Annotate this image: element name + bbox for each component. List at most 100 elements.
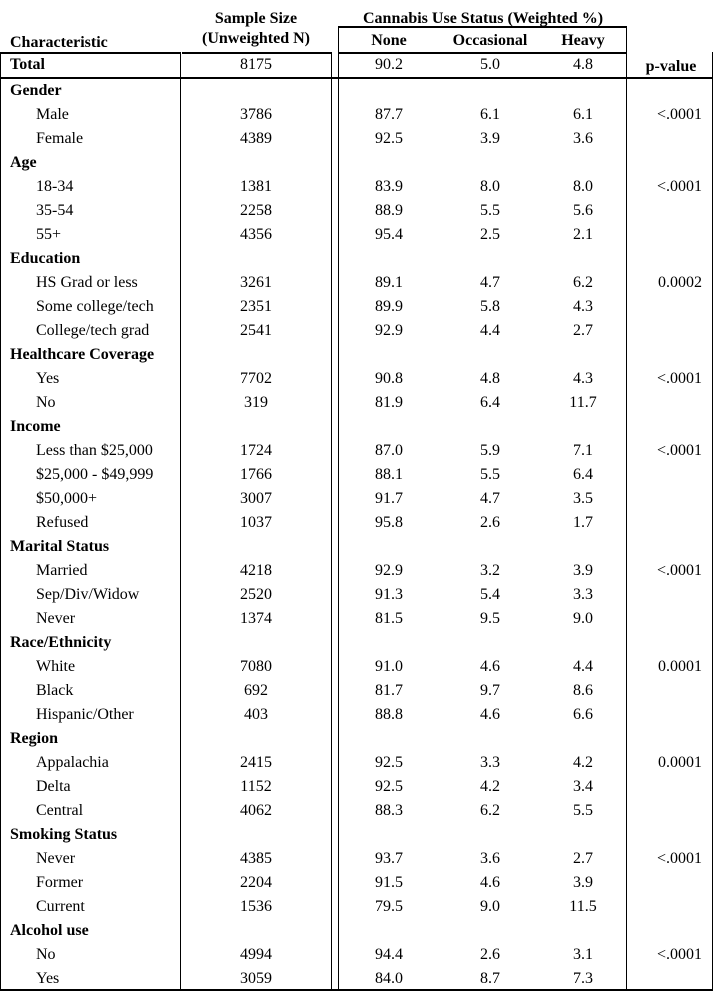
cell-occasional: 6.1 (480, 106, 500, 123)
cell-occasional: 5.8 (480, 298, 500, 315)
cell-none: 92.9 (375, 322, 403, 339)
cell-none: 92.5 (375, 130, 403, 147)
row-label: White (36, 658, 76, 675)
cell-none: 81.9 (375, 394, 403, 411)
cell-occasional: 3.6 (480, 850, 500, 867)
row-label: Male (36, 106, 69, 123)
cell-n: 1374 (240, 610, 272, 627)
cell-heavy: 2.7 (573, 322, 593, 339)
cell-none: 88.9 (375, 202, 403, 219)
cell-heavy: 2.7 (573, 850, 593, 867)
row-label: Hispanic/Other (36, 706, 134, 723)
cell-heavy: 5.6 (573, 202, 593, 219)
row-label: College/tech grad (36, 322, 150, 339)
cell-none: 79.5 (375, 898, 403, 915)
cell-n: 1724 (240, 442, 272, 459)
cell-occasional: 9.7 (480, 682, 500, 699)
group-title: Healthcare Coverage (10, 346, 155, 363)
cell-occasional: 4.2 (480, 778, 500, 795)
cell-n: 4385 (240, 850, 272, 867)
col-rule-4 (626, 26, 627, 991)
cell-n: 1037 (240, 514, 272, 531)
row-label: Yes (36, 970, 60, 987)
rule-characteristic-top (0, 52, 180, 54)
cell-none: 89.1 (375, 274, 403, 291)
cell-occasional: 3.2 (480, 562, 500, 579)
row-label: Never (36, 610, 76, 627)
cell-occasional: 4.4 (480, 322, 500, 339)
group-title: Income (10, 418, 61, 435)
cell-n: 7080 (240, 658, 272, 675)
cell-p: <.0001 (656, 178, 702, 195)
cell-n: 3261 (240, 274, 272, 291)
cell-heavy: 3.1 (573, 946, 593, 963)
cell-heavy: 11.7 (569, 394, 597, 411)
group-title: Alcohol use (10, 922, 89, 939)
cell-n: 3007 (240, 490, 272, 507)
cell-p: <.0001 (656, 562, 702, 579)
row-label: $50,000+ (36, 490, 98, 507)
cell-n: 4218 (240, 562, 272, 579)
cell-p: <.0001 (656, 442, 702, 459)
cell-heavy: 3.9 (573, 874, 593, 891)
cell-p: <.0001 (656, 850, 702, 867)
cell-heavy: 8.0 (573, 178, 593, 195)
cell-occasional: 4.6 (480, 706, 500, 723)
cell-none: 90.8 (375, 370, 403, 387)
cell-occasional: 3.9 (480, 130, 500, 147)
cell-heavy: 3.9 (573, 562, 593, 579)
group-title: Age (10, 154, 37, 171)
cell-heavy: 4.4 (573, 658, 593, 675)
header-characteristic: Characteristic (10, 34, 108, 51)
header-cannabis-use-status: Cannabis Use Status (Weighted %) (362, 10, 604, 27)
cell-n: 3786 (240, 106, 272, 123)
cell-none: 81.5 (375, 610, 403, 627)
cell-none: 92.5 (375, 754, 403, 771)
cell-heavy: 3.4 (573, 778, 593, 795)
row-label: HS Grad or less (36, 274, 138, 291)
cell-occasional: 2.5 (480, 226, 500, 243)
cell-none: 92.5 (375, 778, 403, 795)
row-label: Refused (36, 514, 89, 531)
total-n: 8175 (240, 56, 272, 73)
row-label: Former (36, 874, 84, 891)
cell-occasional: 2.6 (480, 946, 500, 963)
cell-n: 1381 (240, 178, 272, 195)
cell-occasional: 4.7 (480, 490, 500, 507)
cell-p: 0.0001 (658, 754, 702, 771)
cell-none: 88.3 (375, 802, 403, 819)
cell-none: 94.4 (375, 946, 403, 963)
cell-n: 4356 (240, 226, 272, 243)
cell-occasional: 4.6 (480, 658, 500, 675)
row-label: Appalachia (36, 754, 109, 771)
cell-n: 2520 (240, 586, 272, 603)
cell-heavy: 2.1 (573, 226, 593, 243)
cell-heavy: 3.6 (573, 130, 593, 147)
cell-n: 1766 (240, 466, 272, 483)
cell-none: 87.7 (375, 106, 403, 123)
cell-none: 95.8 (375, 514, 403, 531)
cell-heavy: 6.2 (573, 274, 593, 291)
cell-none: 91.5 (375, 874, 403, 891)
cell-p: 0.0001 (658, 658, 702, 675)
cell-heavy: 3.5 (573, 490, 593, 507)
cell-heavy: 7.1 (573, 442, 593, 459)
row-label: Black (36, 682, 74, 699)
rule-sample-size-top (182, 52, 331, 54)
cell-heavy: 9.0 (573, 610, 593, 627)
cell-heavy: 11.5 (569, 898, 597, 915)
cell-occasional: 8.7 (480, 970, 500, 987)
row-label: Current (36, 898, 85, 915)
cell-heavy: 5.5 (573, 802, 593, 819)
cell-n: 4994 (240, 946, 272, 963)
cell-occasional: 2.6 (480, 514, 500, 531)
cell-heavy: 1.7 (573, 514, 593, 531)
cell-none: 87.0 (375, 442, 403, 459)
group-title: Education (10, 250, 81, 267)
row-label: Female (36, 130, 84, 147)
cell-p: 0.0002 (658, 274, 702, 291)
cell-none: 92.9 (375, 562, 403, 579)
cell-n: 3059 (240, 970, 272, 987)
row-label: $25,000 - $49,999 (36, 466, 154, 483)
